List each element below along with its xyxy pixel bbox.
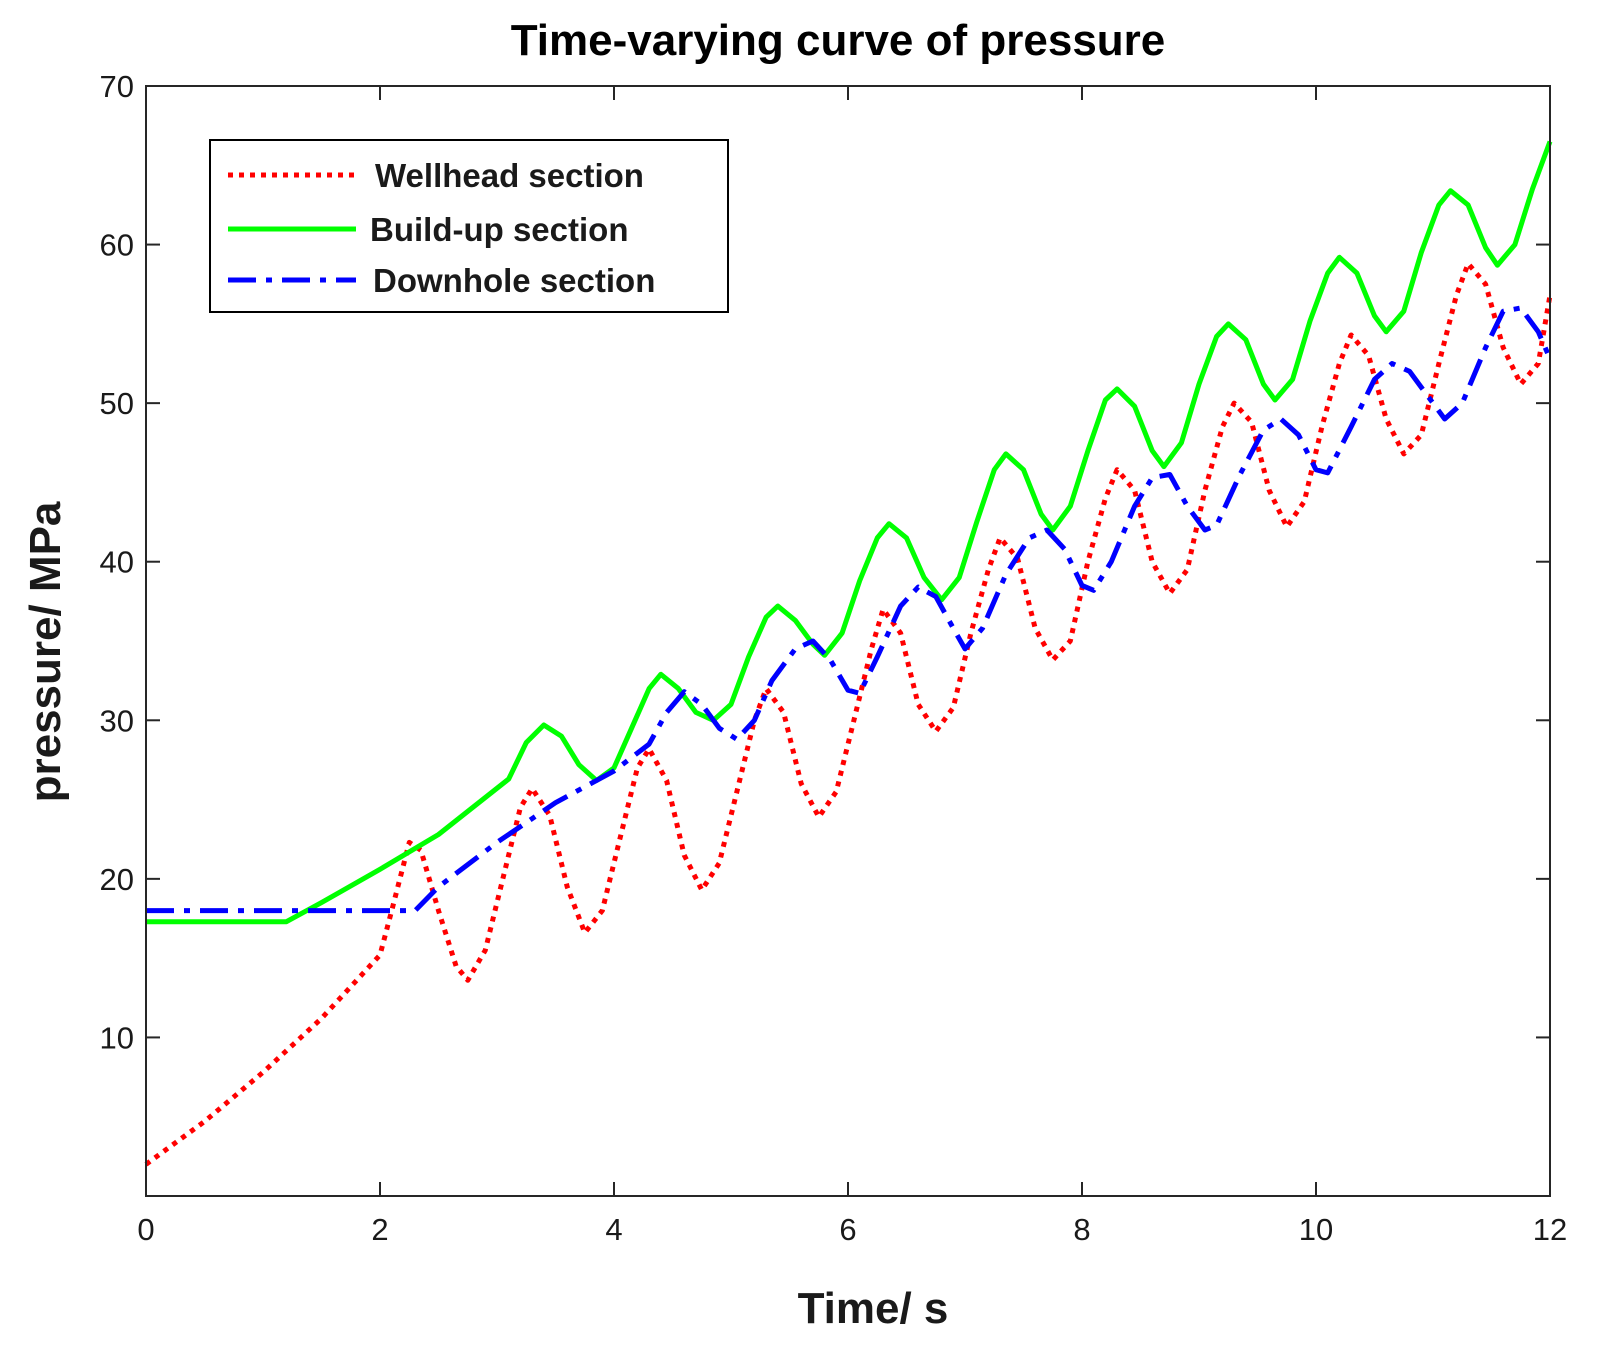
y-tick-label: 50	[100, 386, 134, 421]
y-tick-label: 40	[100, 545, 134, 580]
x-tick-label: 4	[605, 1212, 622, 1247]
x-tick-label: 2	[371, 1212, 388, 1247]
x-tick-label: 10	[1299, 1212, 1333, 1247]
legend: Wellhead section Build-up section Downho…	[209, 139, 729, 313]
legend-label-build-up: Build-up section	[370, 211, 629, 248]
series-layer	[144, 140, 1553, 1167]
x-tick-label: 6	[839, 1212, 856, 1247]
y-tick-label: 10	[100, 1020, 134, 1055]
tick-layer: 0 2 4 6 8 10 12 10 20 30 40 50 60 70	[100, 69, 1568, 1247]
y-tick-label: 60	[100, 228, 134, 263]
chart-title: Time-varying curve of pressure	[511, 16, 1166, 65]
x-tick-label: 12	[1533, 1212, 1567, 1247]
legend-box	[209, 139, 729, 313]
y-tick-label: 30	[100, 703, 134, 738]
x-tick-label: 8	[1073, 1212, 1090, 1247]
series-line-build-up-section	[146, 140, 1553, 925]
y-tick-label: 70	[100, 69, 134, 104]
legend-label-downhole: Downhole section	[373, 262, 655, 299]
y-axis-label: pressure/ MPa	[21, 501, 70, 802]
series-line-downhole-section	[146, 305, 1553, 914]
x-tick-label: 0	[137, 1212, 154, 1247]
x-axis-label: Time/ s	[798, 1284, 949, 1333]
legend-label-wellhead: Wellhead section	[375, 157, 644, 194]
y-tick-label: 20	[100, 862, 134, 897]
series-line-wellhead-section	[144, 261, 1553, 1167]
